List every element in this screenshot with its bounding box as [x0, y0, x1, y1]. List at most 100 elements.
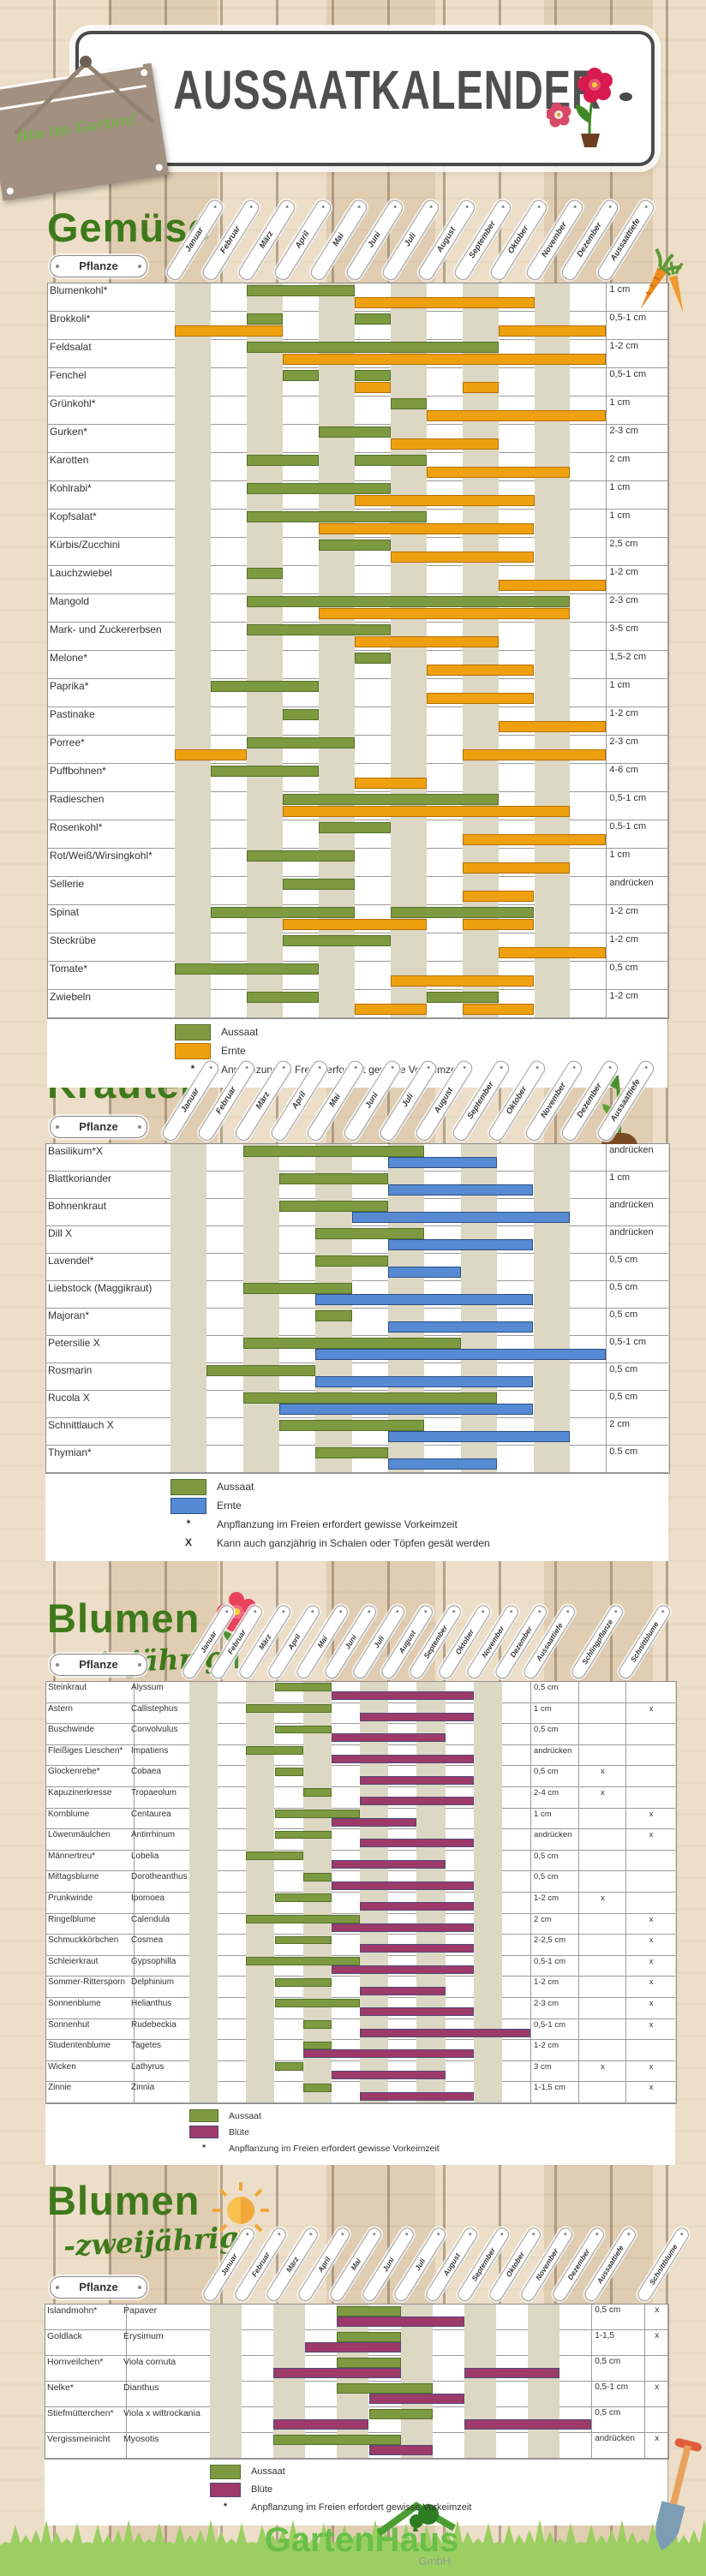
harvest-bar [390, 551, 535, 563]
sow-bar [426, 992, 499, 1004]
month-stripe [473, 1744, 502, 1766]
month-stripe [534, 283, 571, 311]
table-row: Lauchzwiebel 1-2 cm [47, 565, 668, 594]
month-stripe [246, 2060, 275, 2082]
depth-cell: 0,5 cm [606, 1280, 674, 1308]
months-area [175, 707, 607, 735]
months-area [175, 424, 606, 452]
month-stripe [210, 2355, 242, 2381]
sow-bar [246, 624, 391, 636]
plant-name-cell: Petersilie X [45, 1335, 176, 1363]
months-area [171, 1445, 606, 1472]
month-stripe [473, 1828, 502, 1850]
harvest-bar [388, 1184, 534, 1196]
month-stripe [473, 1976, 502, 1997]
month-stripe [189, 2018, 218, 2040]
sow-bar [315, 1228, 425, 1239]
months-area [175, 735, 607, 763]
plant-name-cell: Kapuzinerkresse [45, 1786, 135, 1808]
depth-cell: andrücken [606, 1143, 674, 1171]
month-stripe [189, 1934, 218, 1955]
month-stripe [528, 2304, 560, 2329]
legend-label: Kann auch ganzjährig in Schalen oder Töp… [217, 1537, 490, 1549]
month-stripe [533, 1225, 570, 1253]
climber-cell [578, 1954, 626, 1977]
depth-cell: 0,5 cm [606, 1390, 674, 1417]
month-stripe [175, 283, 211, 311]
depth-cell: 0,5-1 cm [530, 2018, 584, 2040]
sow-bar [315, 1310, 352, 1321]
harvest-bar [331, 1817, 417, 1827]
flower-pot-icon [547, 68, 613, 147]
months-area [189, 1892, 530, 1913]
months-area [175, 876, 606, 904]
cutflower-cell: x [625, 1954, 676, 1977]
climber-cell [578, 1702, 626, 1724]
sow-bar [246, 737, 355, 749]
month-stripe [210, 2304, 242, 2329]
months-area [175, 367, 606, 396]
legend-label: Anpflanzung im Freien erfordert gewisse … [229, 2144, 440, 2154]
month-stripe [189, 1702, 218, 1724]
sow-bar [354, 370, 391, 382]
months-area [175, 396, 607, 424]
plant-name-cell: Lavendel* [45, 1253, 176, 1280]
climber-cell [578, 1807, 626, 1829]
harvest-bar [354, 494, 535, 506]
latin-name-cell: Helianthus [129, 1997, 195, 2018]
month-stripe [246, 707, 283, 735]
month-stripe [533, 1253, 570, 1280]
month-stripe [462, 565, 499, 593]
month-stripe [534, 509, 571, 537]
month-stripe [246, 1997, 275, 2018]
month-stripe [189, 1723, 218, 1744]
depth-cell: 1 cm [606, 396, 673, 424]
depth-cell: 0,5 cm [530, 1765, 584, 1786]
depth-cell: 1 cm [530, 1807, 584, 1829]
legend-swatch-sow [175, 1024, 211, 1041]
harvest-bar [315, 1349, 607, 1360]
plant-name-cell: Steckrübe [47, 933, 181, 961]
table-row: Astern Callistephus 1 cm x [45, 1702, 676, 1725]
sow-bar [274, 1767, 303, 1776]
harvest-bar [331, 1881, 474, 1890]
sow-bar [318, 540, 391, 552]
harvest-bar [331, 2071, 446, 2079]
months-area [210, 2381, 591, 2406]
depth-cell: 1-2 cm [606, 707, 673, 735]
month-stripe [175, 537, 211, 565]
month-stripe [175, 622, 211, 650]
sign-dot-icon [619, 92, 632, 101]
month-stripe [462, 933, 499, 961]
depth-cell: 0,5-1 cm [606, 791, 673, 820]
depth-cell: 0,5 cm [591, 2406, 650, 2432]
depth-cell: andrücken [530, 1744, 584, 1766]
sow-bar [337, 2358, 401, 2368]
month-stripe [246, 537, 283, 565]
harvest-bar [390, 975, 535, 987]
harvest-bar [388, 1157, 498, 1168]
month-stripe [318, 311, 355, 339]
latin-name-cell: Ipomoea [129, 1892, 195, 1913]
plant-name-cell: Prunkwinde [45, 1892, 135, 1913]
depth-cell: andrücken [606, 1198, 674, 1225]
month-stripe [175, 791, 211, 820]
sow-bar [390, 398, 427, 410]
months-area [189, 1744, 530, 1766]
month-stripe [473, 1870, 502, 1892]
month-stripe [390, 735, 427, 763]
sow-bar [282, 709, 319, 721]
months-area [171, 1308, 606, 1335]
table-row: Gurken* 2-3 cm [47, 424, 668, 453]
harvest-bar [354, 635, 499, 647]
month-stripe [246, 876, 283, 904]
plant-name-cell: Vergissmeinicht [45, 2432, 127, 2458]
depth-cell: 0.5 cm [606, 1445, 674, 1472]
column-sign-schnittblume: Schnittblume [616, 1602, 673, 1681]
title-sign: AUSSAATKALENDER [75, 31, 655, 166]
months-area [175, 791, 606, 820]
table-row: Kopfsalat* 1 cm [47, 509, 668, 538]
cutflower-cell [625, 1892, 676, 1913]
latin-name-cell: Gypsophilla [129, 1954, 195, 1977]
